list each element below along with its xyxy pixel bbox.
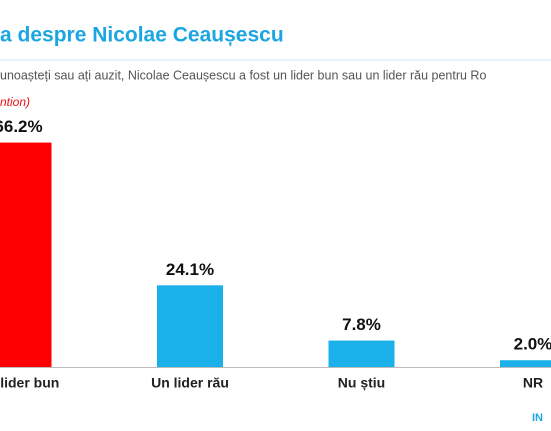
chart-title: a despre Nicolae Ceaușescu <box>0 24 284 47</box>
subtitle: unoașteți sau ați auzit, Nicolae Ceaușes… <box>0 68 486 82</box>
note: ntion) <box>0 95 30 109</box>
value-label: 7.8% <box>342 315 381 334</box>
bar <box>157 285 223 367</box>
bar <box>500 360 551 367</box>
category-label: Nu știu <box>338 375 385 391</box>
bar <box>328 340 395 367</box>
category-label: NR <box>523 375 543 391</box>
value-label: 24.1% <box>166 260 214 279</box>
category-label: Un lider rău <box>151 375 229 391</box>
bar <box>0 142 52 367</box>
category-label: Un lider bun <box>0 375 59 391</box>
logo: IN <box>532 412 543 424</box>
value-label: 2.0% <box>514 335 551 354</box>
value-label: 66.2% <box>0 117 43 136</box>
